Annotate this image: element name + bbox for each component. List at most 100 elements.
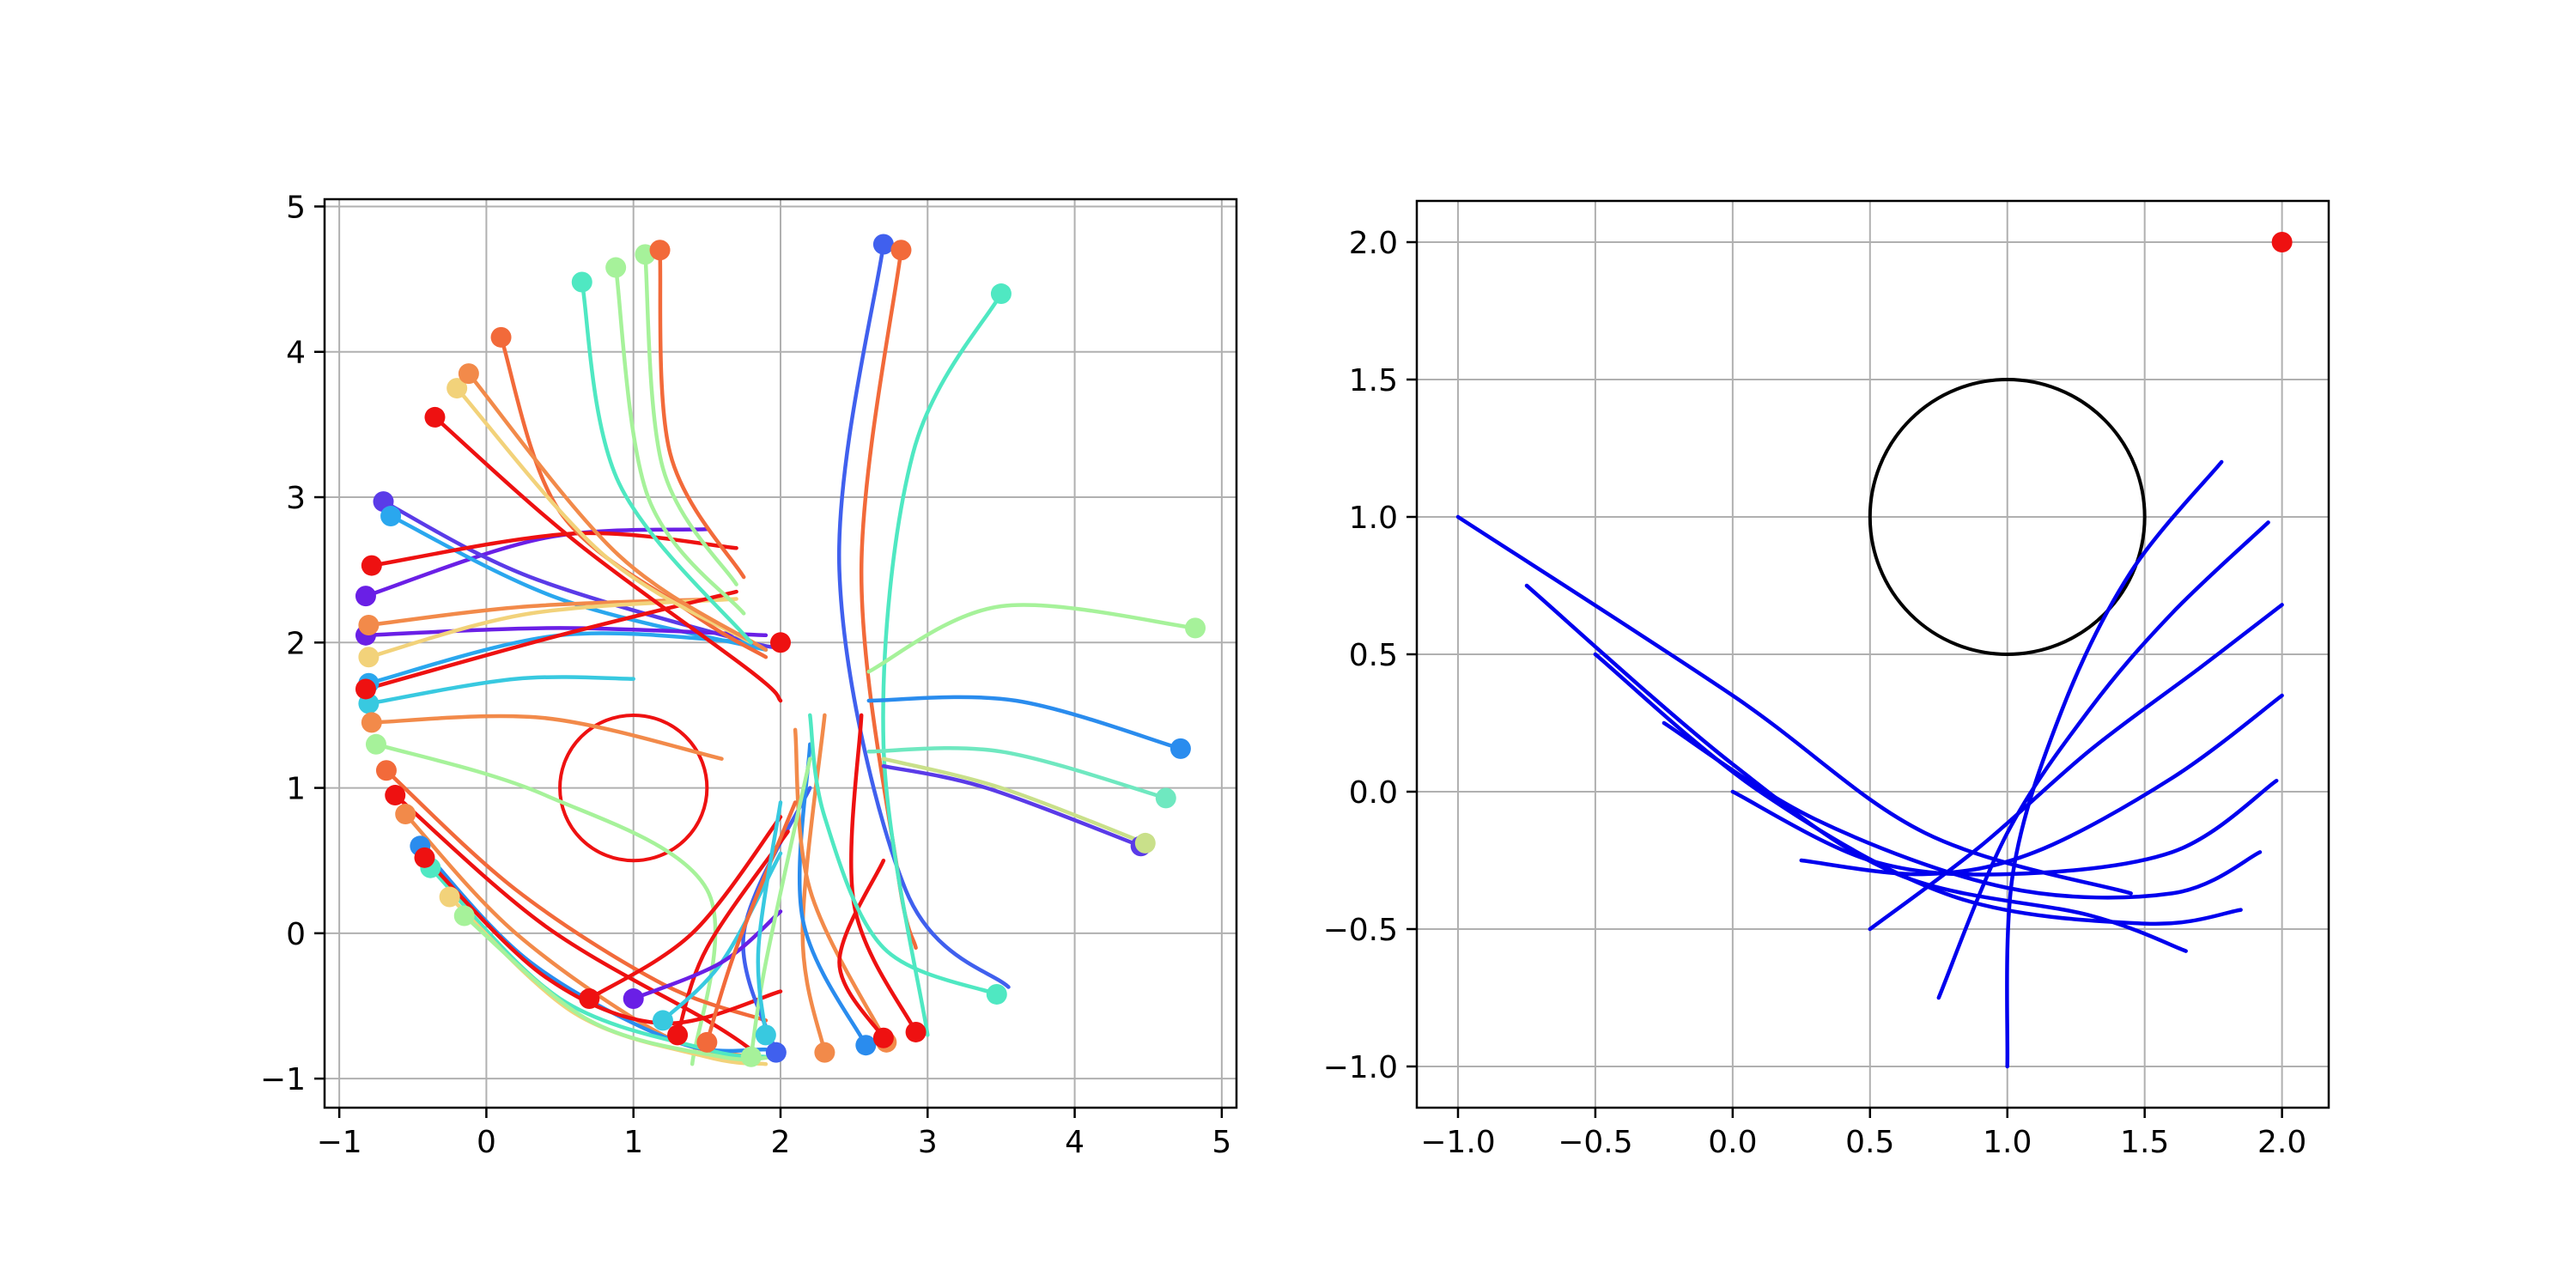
x-tick-label: 0.0: [1708, 1125, 1757, 1160]
trajectory-line: [1730, 778, 2279, 877]
y-tick-label: 2: [286, 626, 306, 661]
trajectory-line: [433, 415, 783, 703]
left-chart-panel: −1 0 1 2 3 4 5 −1 0 1 2 3 4 5: [260, 190, 1238, 1160]
obstacle-circle: [558, 713, 709, 863]
start-point-marker: [490, 326, 512, 348]
x-tick-label: 2: [771, 1125, 791, 1160]
y-tick-label: 0.5: [1349, 638, 1398, 673]
start-point-marker: [458, 363, 479, 385]
goal-marker: [2271, 232, 2293, 252]
trajectory-line: [374, 742, 718, 1066]
trajectory-line: [369, 531, 738, 568]
x-tick-label: 4: [1065, 1125, 1084, 1160]
start-point-marker: [375, 760, 397, 781]
trajectory-line: [580, 280, 753, 645]
start-point-marker: [439, 886, 460, 908]
start-point-marker: [814, 1042, 835, 1063]
y-tick-label: −1: [260, 1062, 306, 1097]
start-point-marker: [361, 712, 382, 733]
trajectory-line: [837, 858, 886, 1040]
trajectory-line: [866, 746, 1169, 800]
y-tick-label: 1: [286, 772, 306, 807]
trajectory-line: [1455, 514, 2133, 896]
y-tick-label: 1.5: [1349, 363, 1398, 398]
y-tick-label: 0.0: [1349, 775, 1398, 811]
start-point-marker: [740, 1046, 762, 1067]
start-point-marker: [453, 905, 475, 927]
right-chart-panel: −1.0 −0.5 0.0 0.5 1.0 1.5 2.0 −1.0 −0.5 0.0 0.5 1.0…: [1323, 199, 2330, 1160]
start-point-marker: [385, 785, 406, 806]
start-point-marker: [355, 586, 376, 607]
trajectory-line: [1936, 520, 2270, 1000]
trajectory-line: [369, 714, 724, 761]
start-point-marker: [905, 1021, 927, 1042]
start-point-marker: [414, 847, 435, 868]
start-point-marker: [1134, 832, 1156, 854]
plot-area: [1455, 232, 2293, 1069]
x-tick-label: −1.0: [1420, 1125, 1495, 1160]
trajectory-line: [808, 713, 999, 997]
x-tick-label: 5: [1212, 1125, 1231, 1160]
gridlines: [1417, 201, 2329, 1108]
y-tick-label: 1.0: [1349, 501, 1398, 536]
start-point-marker: [872, 1027, 894, 1048]
start-point-marker: [571, 271, 592, 293]
trajectory-line: [2005, 459, 2224, 1069]
x-tick-label: −1: [317, 1125, 362, 1160]
trajectory-line: [1799, 693, 2284, 877]
plot-area: [355, 234, 1206, 1067]
start-point-marker: [424, 406, 446, 428]
start-point-marker: [605, 257, 627, 278]
trajectory-line: [587, 815, 783, 1001]
start-point-marker: [579, 988, 600, 1010]
start-point-marker: [623, 988, 644, 1010]
trajectory-line: [613, 265, 746, 616]
gridlines: [325, 199, 1236, 1108]
start-point-marker: [361, 555, 382, 576]
x-tick-label: 1.0: [1983, 1125, 2032, 1160]
trajectory-line: [466, 371, 769, 653]
x-tick-label: 2.0: [2257, 1125, 2306, 1160]
trajectory-line: [658, 247, 746, 580]
trajectory-line: [363, 589, 738, 691]
trajectory-line: [367, 675, 635, 706]
trajectory-line: [836, 242, 1011, 989]
start-point-marker: [380, 506, 402, 527]
y-tick-label: 0: [286, 917, 306, 952]
start-point-marker: [755, 1024, 776, 1046]
start-point-marker: [355, 678, 376, 700]
x-tick-label: 0: [477, 1125, 496, 1160]
start-point-marker: [447, 378, 468, 399]
x-tick-label: −0.5: [1558, 1125, 1632, 1160]
trajectory-line: [749, 756, 812, 1060]
trajectory-line: [428, 866, 769, 1060]
x-tick-label: 3: [918, 1125, 938, 1160]
trajectory-line: [363, 626, 769, 638]
y-tick-label: 3: [286, 481, 306, 516]
start-point-marker: [395, 804, 416, 825]
y-tick-label: −1.0: [1323, 1050, 1398, 1085]
trajectory-line: [881, 763, 1143, 848]
y-tick-label: −0.5: [1323, 913, 1398, 948]
y-tick-label: 2.0: [1349, 226, 1398, 261]
start-point-marker: [890, 240, 912, 261]
start-point-marker: [1185, 617, 1206, 639]
x-tick-label: 1: [623, 1125, 643, 1160]
start-point-marker: [1170, 738, 1191, 759]
trajectory-line: [881, 291, 1004, 1037]
start-point-marker: [649, 240, 671, 261]
trajectory-line: [793, 727, 889, 1045]
trajectory-line: [454, 386, 753, 645]
start-point-marker: [986, 983, 1007, 1005]
start-point-marker: [855, 1035, 877, 1056]
trajectory-line: [866, 603, 1198, 674]
trajectory-line: [384, 769, 769, 1023]
start-point-marker: [765, 1042, 787, 1063]
start-point-marker: [358, 614, 380, 635]
goal-marker: [770, 632, 791, 653]
trajectory-line: [462, 914, 775, 1062]
trajectory-line: [392, 793, 753, 1052]
start-point-marker: [358, 647, 380, 668]
start-point-marker: [667, 1024, 689, 1046]
